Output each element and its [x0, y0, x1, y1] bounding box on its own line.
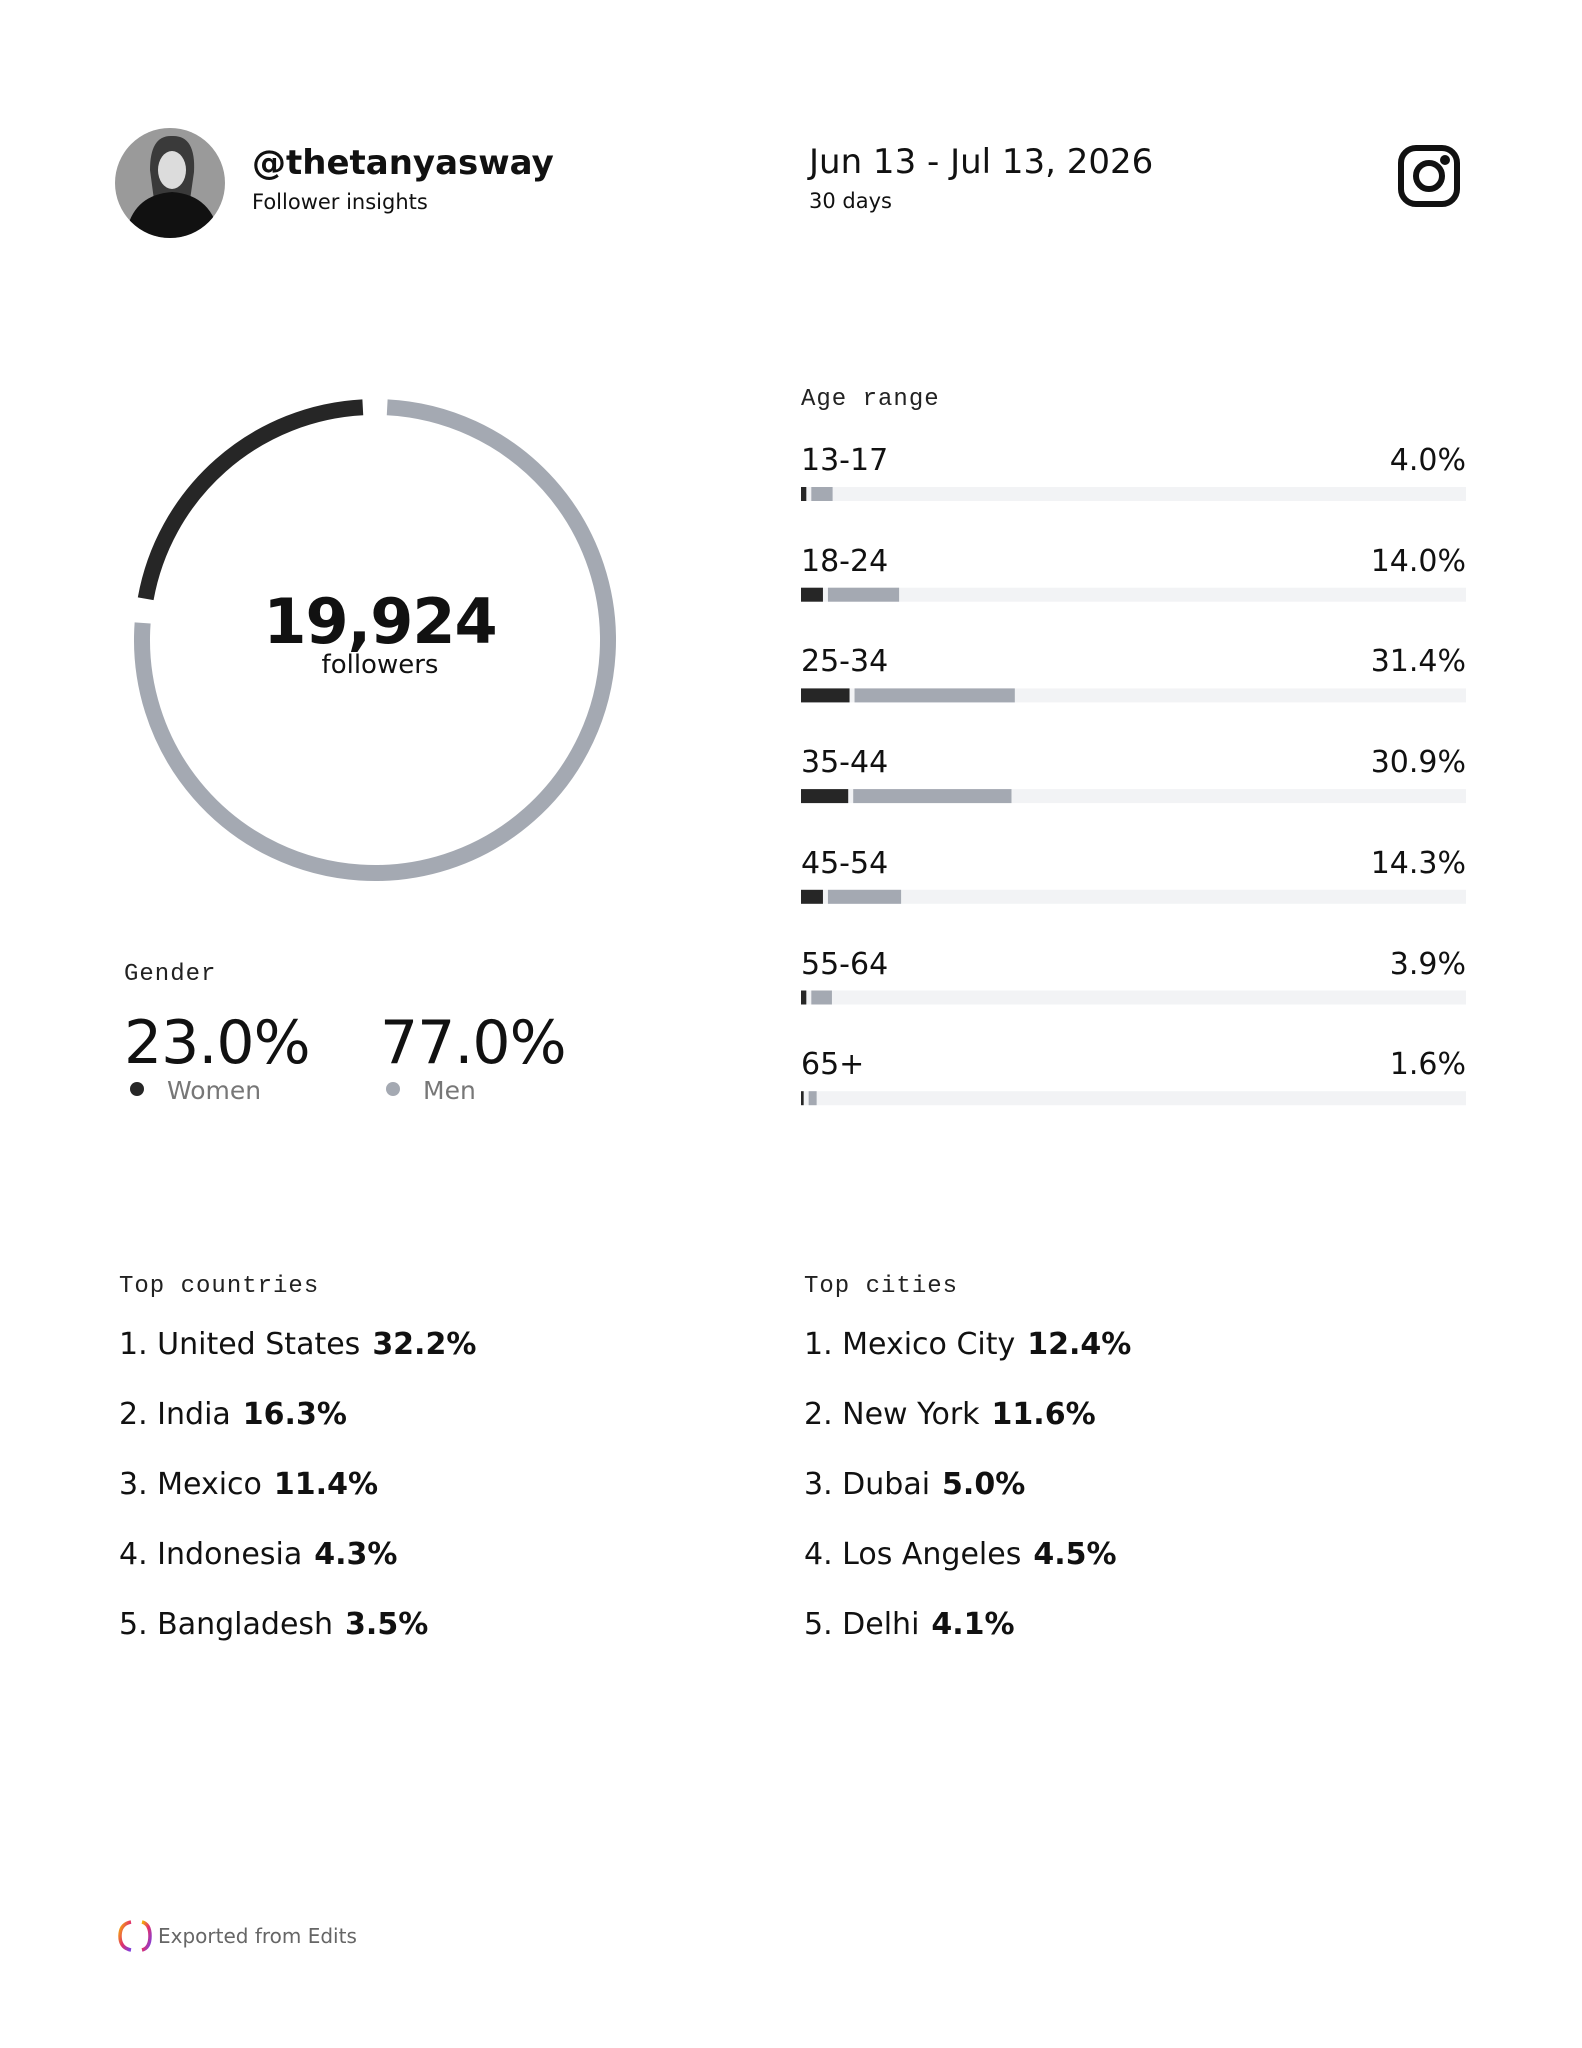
age-label: 18-24	[801, 543, 889, 579]
item-name: 4. Indonesia	[119, 1537, 303, 1572]
gender-value: 77.0%	[380, 1008, 567, 1078]
item-share: 4.3%	[314, 1537, 398, 1572]
list-item: 1. Mexico City 12.4%	[804, 1327, 1131, 1362]
bar-men	[811, 487, 833, 501]
cities-title: Top cities	[804, 1273, 959, 1300]
legend-dot	[386, 1082, 400, 1096]
list-item: 1. United States 32.2%	[119, 1327, 476, 1362]
bar-track	[801, 889, 1466, 904]
item-share: 11.4%	[273, 1467, 378, 1502]
date-range: Jun 13 - Jul 13, 2026	[809, 142, 1154, 182]
handle: @thetanyasway	[252, 143, 554, 183]
bar-women	[801, 889, 823, 904]
item-share: 4.1%	[931, 1607, 1015, 1642]
period: 30 days	[809, 189, 892, 213]
footer-text: Exported from Edits	[158, 1924, 357, 1948]
edits-logo	[118, 1920, 152, 1952]
bar-women	[801, 1091, 804, 1106]
item-share: 32.2%	[372, 1327, 477, 1362]
bar-women	[801, 587, 823, 602]
age-value: 14.3%	[1370, 845, 1466, 881]
item-name: 1. United States	[119, 1327, 361, 1362]
bar-women	[801, 990, 807, 1005]
age-label: 65+	[801, 1047, 865, 1083]
legend-dot	[130, 1082, 144, 1096]
item-name: 2. India	[119, 1397, 231, 1432]
bar-men	[811, 990, 832, 1005]
donut-arc	[137, 399, 364, 601]
age-label: 45-54	[801, 845, 889, 881]
bar-men	[827, 587, 900, 602]
gender-value: 23.0%	[124, 1008, 311, 1078]
item-name: 5. Bangladesh	[119, 1607, 334, 1642]
list-item: 2. New York 11.6%	[804, 1397, 1096, 1432]
item-name: 1. Mexico City	[804, 1327, 1016, 1362]
bar-women	[801, 789, 849, 804]
item-name: 3. Mexico	[119, 1467, 262, 1502]
item-share: 5.0%	[942, 1467, 1026, 1502]
item-share: 4.5%	[1033, 1537, 1117, 1572]
list-item: 3. Dubai 5.0%	[804, 1467, 1025, 1502]
bar-track	[801, 990, 1466, 1005]
item-name: 4. Los Angeles	[804, 1537, 1022, 1572]
bar-men	[853, 789, 1012, 804]
gender-name: Men	[423, 1076, 476, 1105]
item-name: 5. Delhi	[804, 1607, 920, 1642]
bar-women	[801, 688, 850, 703]
avatar	[115, 128, 225, 238]
gender-title: Gender	[124, 961, 217, 988]
age-value: 4.0%	[1389, 443, 1466, 478]
age-title: Age range	[801, 386, 940, 413]
list-item: 4. Indonesia 4.3%	[119, 1537, 397, 1572]
bar-track	[801, 587, 1466, 602]
age-label: 35-44	[801, 745, 889, 781]
age-value: 1.6%	[1389, 1047, 1466, 1083]
bar-men	[854, 688, 1015, 703]
age-label: 13-17	[801, 443, 889, 478]
age-value: 31.4%	[1370, 644, 1466, 680]
age-value: 3.9%	[1389, 946, 1466, 982]
item-share: 11.6%	[991, 1397, 1096, 1432]
bar-men	[827, 889, 902, 904]
subtitle: Follower insights	[252, 190, 428, 214]
bar-men	[808, 1091, 817, 1106]
bar-track	[801, 487, 1466, 501]
age-label: 55-64	[801, 946, 889, 982]
bar-women	[801, 487, 807, 501]
item-name: 3. Dubai	[804, 1467, 931, 1502]
instagram-icon	[1398, 145, 1460, 207]
item-name: 2. New York	[804, 1397, 980, 1432]
age-label: 25-34	[801, 644, 889, 680]
age-value: 14.0%	[1370, 543, 1466, 579]
item-share: 12.4%	[1027, 1327, 1132, 1362]
countries-title: Top countries	[119, 1273, 320, 1300]
list-item: 4. Los Angeles 4.5%	[804, 1537, 1117, 1572]
list-item: 5. Delhi 4.1%	[804, 1607, 1015, 1642]
follower-count: 19,924	[263, 585, 497, 658]
follower-label: followers	[321, 650, 439, 680]
donut-arc	[134, 399, 616, 881]
gender-name: Women	[167, 1076, 262, 1105]
item-share: 16.3%	[242, 1397, 347, 1432]
list-item: 3. Mexico 11.4%	[119, 1467, 378, 1502]
list-item: 5. Bangladesh 3.5%	[119, 1607, 428, 1642]
list-item: 2. India 16.3%	[119, 1397, 347, 1432]
bar-track	[801, 1091, 1466, 1106]
item-share: 3.5%	[345, 1607, 429, 1642]
age-value: 30.9%	[1370, 745, 1466, 781]
